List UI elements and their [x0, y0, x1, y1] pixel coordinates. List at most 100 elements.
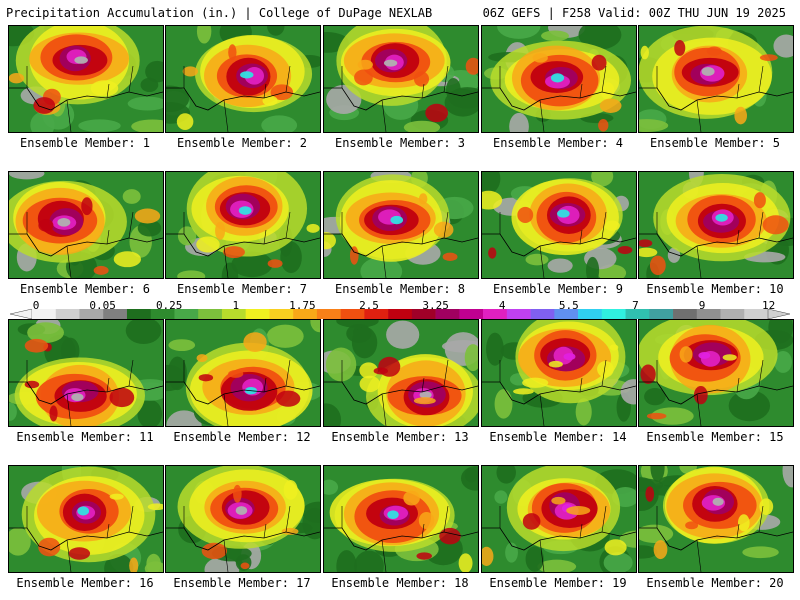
ensemble-member-map [481, 465, 637, 573]
colorbar-tick-label: 0.05 [89, 299, 116, 312]
colorbar-swatch [649, 309, 674, 319]
colorbar-swatch [720, 309, 745, 319]
colorbar-swatch [554, 309, 579, 319]
ensemble-member-label: Ensemble Member: 6 [19, 282, 151, 296]
precip-field [9, 320, 163, 426]
ensemble-member-label: Ensemble Member: 8 [334, 282, 466, 296]
ensemble-member-label: Ensemble Member: 14 [489, 430, 627, 444]
colorbar-swatch [696, 309, 721, 319]
ensemble-member-map [165, 25, 321, 133]
ensemble-member-label: Ensemble Member: 18 [331, 576, 469, 590]
precip-field [639, 26, 793, 132]
precip-field [9, 26, 163, 132]
ensemble-member-label: Ensemble Member: 12 [173, 430, 311, 444]
colorbar-swatch [483, 309, 508, 319]
colorbar-tick-label: 4 [498, 299, 506, 312]
ensemble-member-label: Ensemble Member: 17 [173, 576, 311, 590]
ensemble-member-label: Ensemble Member: 15 [646, 430, 784, 444]
colorbar-swatch [388, 309, 413, 319]
ensemble-member-label: Ensemble Member: 16 [16, 576, 154, 590]
ensemble-member-label: Ensemble Member: 9 [492, 282, 624, 296]
colorbar-swatch [316, 309, 341, 319]
colorbar-swatch [673, 309, 698, 319]
colorbar-tick-label: 3.25 [422, 299, 449, 312]
ensemble-member-label: Ensemble Member: 4 [492, 136, 624, 150]
colorbar-tick-labels: 0 0.05 0.25 1 1.75 2.5 3.25 4 5.5 7 9 12 [0, 299, 800, 312]
precip-field [639, 320, 793, 426]
precip-field [166, 466, 320, 572]
ensemble-member-map [638, 171, 794, 279]
precip-field [166, 320, 320, 426]
ensemble-member-map [638, 465, 794, 573]
precip-field [166, 26, 320, 132]
precip-field [482, 26, 636, 132]
colorbar-swatch [459, 309, 484, 319]
ensemble-member-label: Ensemble Member: 3 [334, 136, 466, 150]
colorbar-swatch [625, 309, 650, 319]
precip-field [482, 172, 636, 278]
ensemble-member-map [165, 171, 321, 279]
run-valid-time: 06Z GEFS | F258 Valid: 00Z THU JUN 19 20… [482, 6, 786, 20]
colorbar-swatch [32, 309, 57, 319]
precip-field [639, 172, 793, 278]
ensemble-member-map [8, 319, 164, 427]
ensemble-member-label: Ensemble Member: 19 [489, 576, 627, 590]
ensemble-member-label: Ensemble Member: 1 [19, 136, 151, 150]
colorbar-swatch [79, 309, 104, 319]
precip-field [639, 466, 793, 572]
precip-field [166, 172, 320, 278]
precip-field [324, 320, 478, 426]
colorbar-swatch [744, 309, 769, 319]
colorbar-swatch [198, 309, 223, 319]
colorbar-swatch [55, 309, 80, 319]
colorbar-swatch [293, 309, 318, 319]
ensemble-member-map [165, 465, 321, 573]
colorbar-swatch [245, 309, 270, 319]
ensemble-member-map [481, 25, 637, 133]
colorbar-tick-label: 1.75 [289, 299, 316, 312]
ensemble-member-label: Ensemble Member: 7 [176, 282, 308, 296]
ensemble-member-map [481, 171, 637, 279]
ensemble-member-map [481, 319, 637, 427]
colorbar-tick-label: 1 [232, 299, 240, 312]
precip-field [324, 172, 478, 278]
colorbar-tick-label: 7 [632, 299, 639, 312]
colorbar-swatch [578, 309, 603, 319]
precip-field [482, 466, 636, 572]
ensemble-member-label: Ensemble Member: 13 [331, 430, 469, 444]
colorbar-tick-label: 0.25 [155, 299, 183, 312]
colorbar-swatch [435, 309, 460, 319]
ensemble-member-label: Ensemble Member: 5 [649, 136, 781, 150]
ensemble-member-map [165, 319, 321, 427]
colorbar-tick-label: 5.5 [558, 299, 579, 312]
ensemble-member-map [323, 465, 479, 573]
precip-field [482, 320, 636, 426]
ensemble-member-map [638, 25, 794, 133]
colorbar-swatch [340, 309, 365, 319]
colorbar-swatch [411, 309, 436, 319]
ensemble-member-map [638, 319, 794, 427]
colorbar-tick-label: 0 [32, 299, 40, 312]
ensemble-member-label: Ensemble Member: 20 [646, 576, 784, 590]
colorbar-tick-label: 9 [698, 299, 706, 312]
colorbar-swatch [221, 309, 246, 319]
colorbar-swatch [506, 309, 531, 319]
ensemble-member-map [323, 319, 479, 427]
colorbar-swatch [601, 309, 626, 319]
ensemble-member-map [323, 171, 479, 279]
ensemble-member-map [8, 25, 164, 133]
map-title: Precipitation Accumulation (in.) | Colle… [6, 6, 433, 20]
precip-field [324, 26, 478, 132]
ensemble-member-map [8, 171, 164, 279]
precip-field [324, 466, 478, 572]
precip-field [9, 466, 163, 572]
colorbar-swatch [364, 309, 389, 319]
ensemble-member-label: Ensemble Member: 2 [176, 136, 308, 150]
ensemble-member-map [323, 25, 479, 133]
colorbar-swatch [150, 309, 175, 319]
precip-colorbar [10, 309, 790, 319]
colorbar-tick-label: 12 [761, 299, 776, 312]
ensemble-member-map [8, 465, 164, 573]
colorbar-swatch [103, 309, 128, 319]
ensemble-member-label: Ensemble Member: 10 [646, 282, 784, 296]
